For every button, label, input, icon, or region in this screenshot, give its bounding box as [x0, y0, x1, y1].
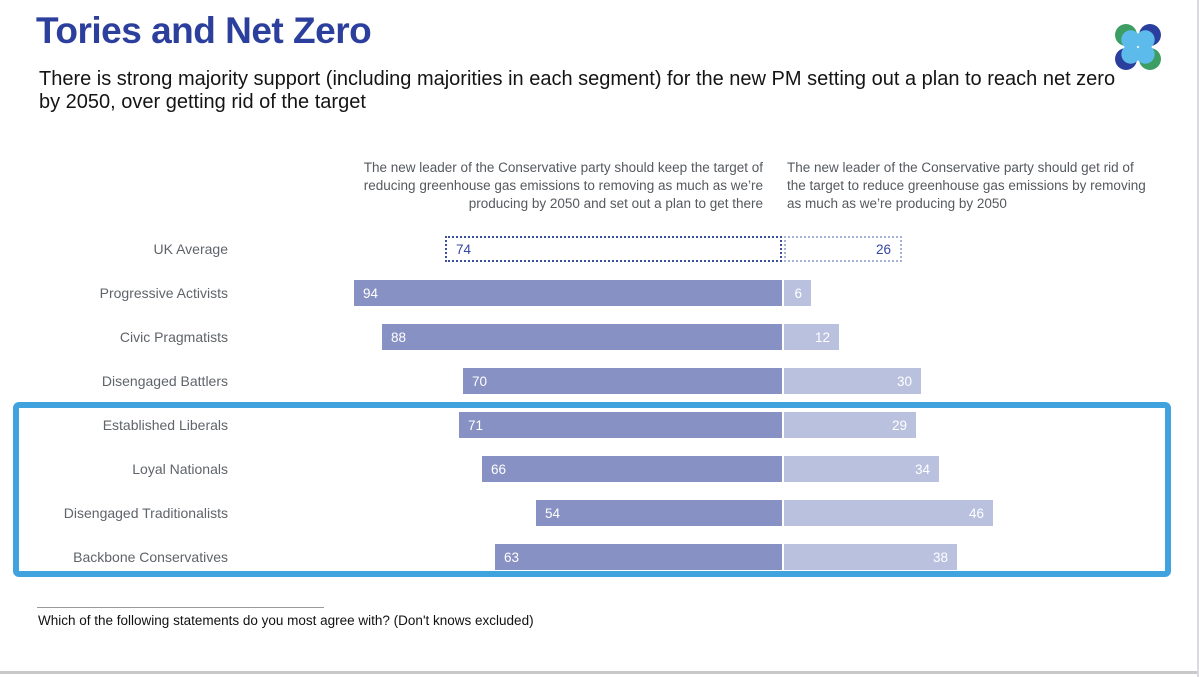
- window-bottom-edge: [0, 671, 1197, 674]
- bar-value: 74: [456, 241, 472, 257]
- get-rid-bar: 29: [784, 412, 916, 438]
- page-subtitle: There is strong majority support (includ…: [39, 68, 1116, 113]
- keep-target-bar: 71: [459, 412, 782, 438]
- category-label: Civic Pragmatists: [119, 329, 228, 345]
- page-title: Tories and Net Zero: [36, 10, 372, 51]
- bar-value: 26: [875, 241, 891, 257]
- keep-target-zone: 66: [327, 456, 782, 482]
- keep-target-zone: 74: [327, 236, 782, 262]
- footnote-divider: [37, 607, 324, 608]
- bar-value: 12: [814, 329, 830, 345]
- keep-target-zone: 94: [327, 280, 782, 306]
- get-rid-zone: 29: [784, 412, 1197, 438]
- keep-target-bar: 70: [463, 368, 782, 394]
- bar-value: 30: [896, 373, 912, 389]
- keep-target-zone: 88: [327, 324, 782, 350]
- keep-target-bar: 63: [495, 544, 782, 570]
- category-label: Loyal Nationals: [132, 461, 228, 477]
- get-rid-bar: 34: [784, 456, 939, 482]
- bar-value: 63: [504, 549, 520, 565]
- keep-target-bar: 74: [445, 236, 782, 262]
- chart-row: Progressive Activists 94 6: [0, 280, 1197, 306]
- bar-value: 94: [363, 285, 379, 301]
- get-rid-bar: 46: [784, 500, 993, 526]
- chart-row: Backbone Conservatives 63 38: [0, 544, 1197, 570]
- category-label: Disengaged Battlers: [101, 373, 228, 389]
- get-rid-bar: 38: [784, 544, 957, 570]
- bar-value: 70: [472, 373, 488, 389]
- bar-chart: UK Average 74 26 Progressive Activists 94 6 Ci…: [0, 236, 1197, 588]
- chart-row: Loyal Nationals 66 34: [0, 456, 1197, 482]
- keep-target-zone: 63: [327, 544, 782, 570]
- category-label: Disengaged Traditionalists: [63, 505, 228, 521]
- bar-value: 88: [391, 329, 407, 345]
- keep-target-bar: 66: [482, 456, 782, 482]
- bar-value: 38: [932, 549, 948, 565]
- more-in-common-logo-icon: [1115, 24, 1161, 70]
- chart-row: Disengaged Traditionalists 54 46: [0, 500, 1197, 526]
- footnote: Which of the following statements do you…: [38, 613, 534, 628]
- category-label: UK Average: [153, 241, 228, 257]
- get-rid-bar: 12: [784, 324, 839, 350]
- bar-value: 54: [545, 505, 561, 521]
- bar-value: 6: [794, 285, 802, 301]
- bar-value: 29: [891, 417, 907, 433]
- keep-target-bar: 94: [354, 280, 782, 306]
- get-rid-zone: 38: [784, 544, 1197, 570]
- chart-row: UK Average 74 26: [0, 236, 1197, 262]
- bar-value: 46: [968, 505, 984, 521]
- get-rid-zone: 6: [784, 280, 1197, 306]
- get-rid-zone: 34: [784, 456, 1197, 482]
- get-rid-bar: 6: [784, 280, 811, 306]
- keep-target-zone: 54: [327, 500, 782, 526]
- column-header-get-rid: The new leader of the Conservative party…: [787, 160, 1146, 211]
- get-rid-zone: 12: [784, 324, 1197, 350]
- get-rid-bar: 30: [784, 368, 921, 394]
- bar-value: 71: [468, 417, 484, 433]
- bar-value: 34: [914, 461, 930, 477]
- category-label: Established Liberals: [102, 417, 228, 433]
- get-rid-bar: 26: [784, 236, 902, 262]
- keep-target-zone: 70: [327, 368, 782, 394]
- category-label: Backbone Conservatives: [73, 549, 228, 565]
- category-label: Progressive Activists: [99, 285, 228, 301]
- get-rid-zone: 30: [784, 368, 1197, 394]
- keep-target-zone: 71: [327, 412, 782, 438]
- keep-target-bar: 54: [536, 500, 782, 526]
- chart-row: Civic Pragmatists 88 12: [0, 324, 1197, 350]
- keep-target-bar: 88: [382, 324, 782, 350]
- chart-row: Established Liberals 71 29: [0, 412, 1197, 438]
- column-header-keep-target: The new leader of the Conservative party…: [363, 160, 763, 211]
- bar-value: 66: [491, 461, 507, 477]
- chart-row: Disengaged Battlers 70 30: [0, 368, 1197, 394]
- get-rid-zone: 26: [784, 236, 1197, 262]
- get-rid-zone: 46: [784, 500, 1197, 526]
